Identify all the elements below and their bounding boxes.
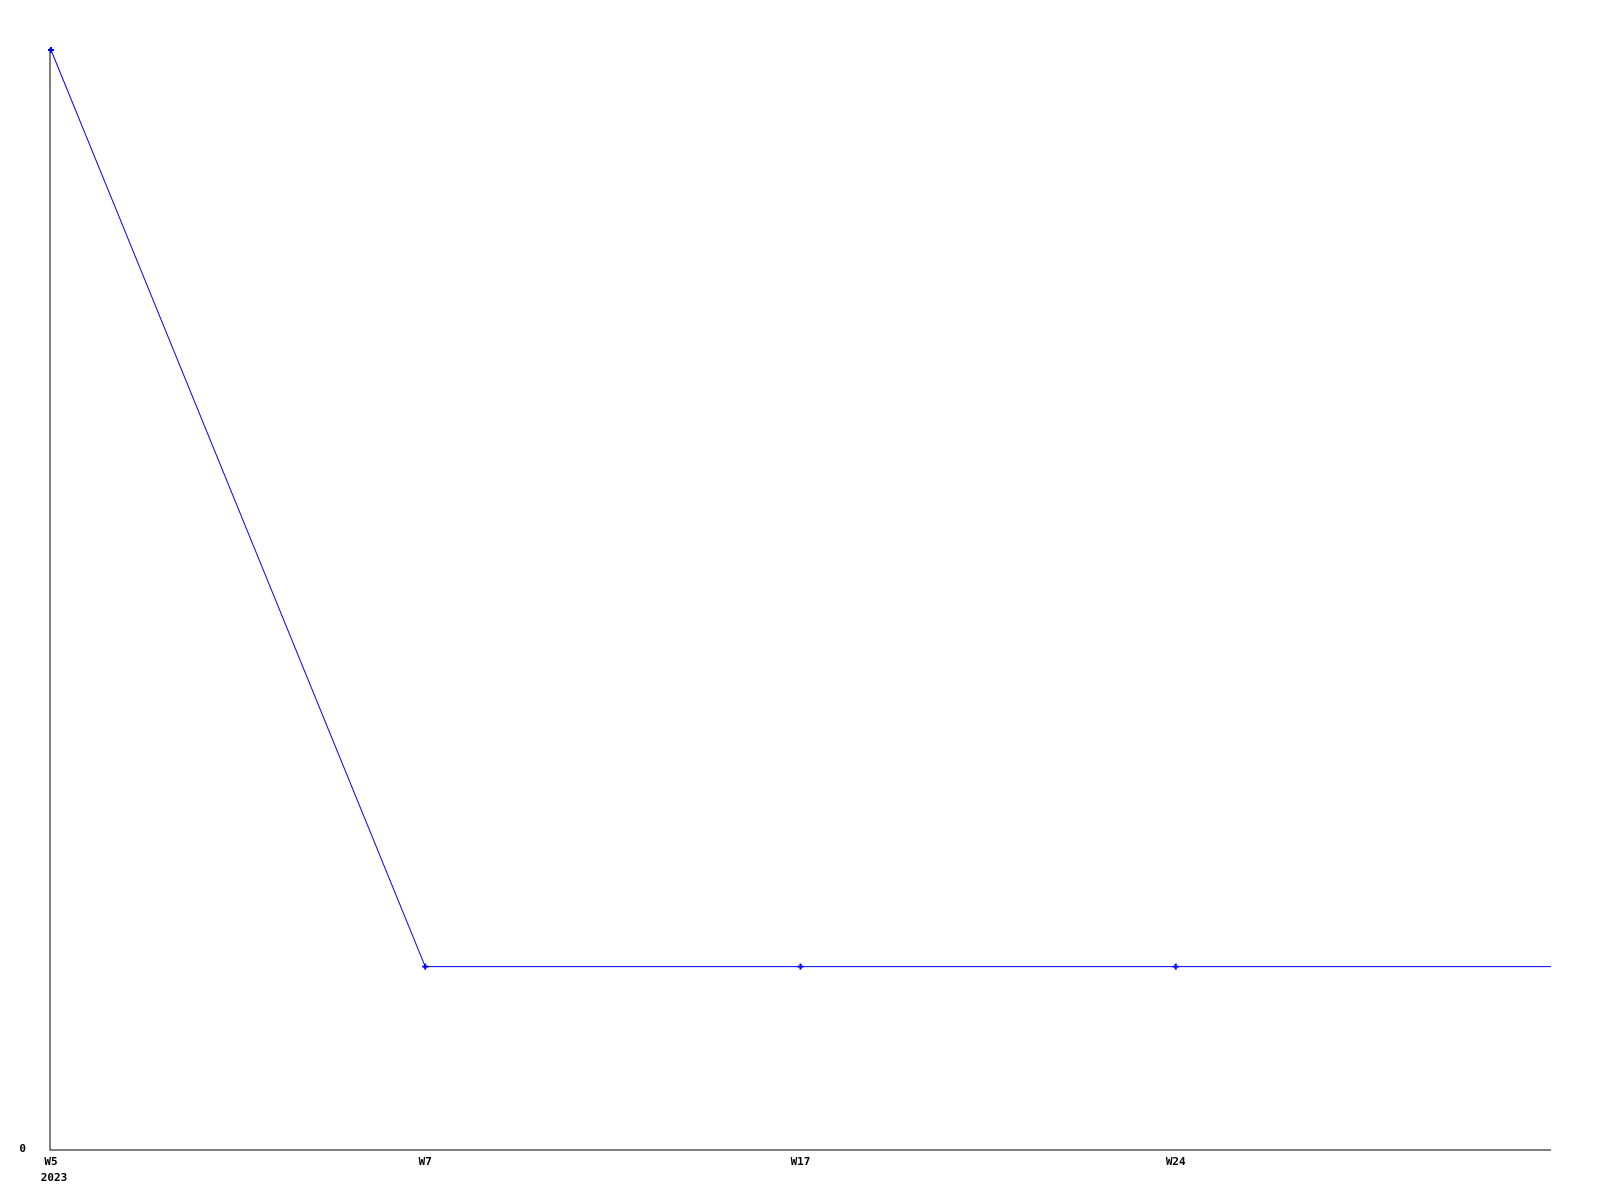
data-point-markers — [48, 47, 1179, 970]
y-tick-label: 0 — [19, 1142, 26, 1155]
x-tick-label: W7 — [418, 1155, 432, 1168]
x-axis-year-label: 2023 — [40, 1171, 68, 1184]
line-series — [50, 49, 1551, 968]
x-tick-label: W24 — [1165, 1155, 1186, 1168]
x-tick-label: W5 — [44, 1155, 58, 1168]
x-tick-label: W17 — [790, 1155, 811, 1168]
axis-lines — [49, 48, 1551, 1151]
